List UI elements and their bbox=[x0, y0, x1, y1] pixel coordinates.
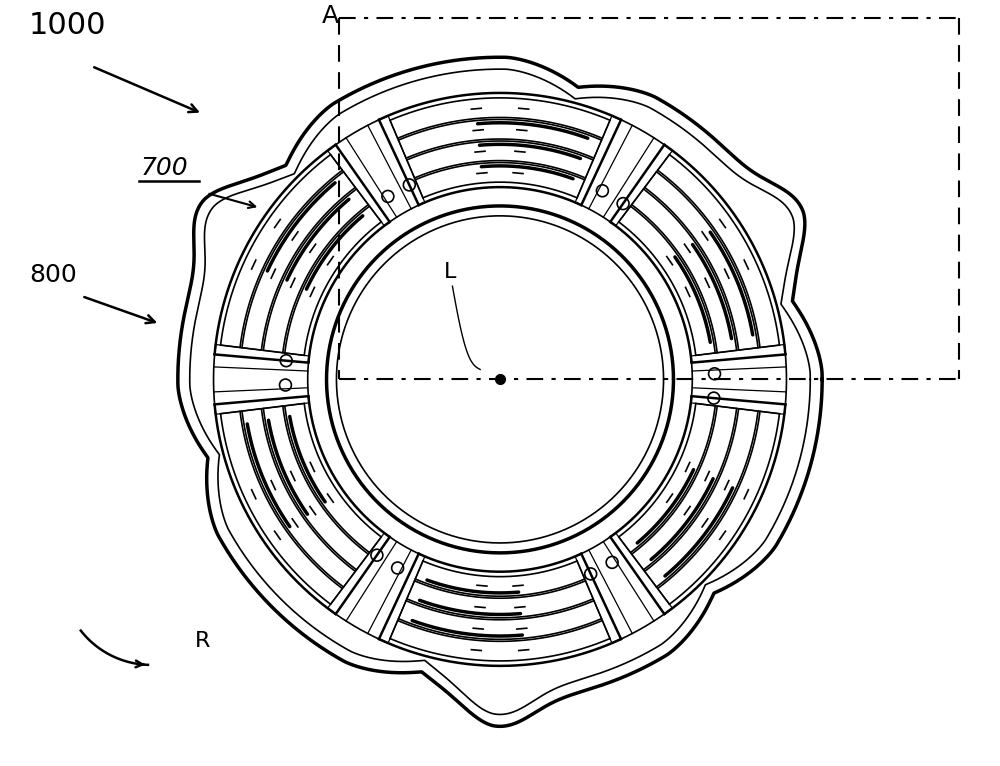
Text: 800: 800 bbox=[29, 264, 77, 287]
Text: R: R bbox=[195, 631, 210, 651]
Text: 700: 700 bbox=[141, 156, 189, 180]
Text: A: A bbox=[322, 4, 339, 28]
Text: L: L bbox=[443, 262, 456, 283]
Text: 1000: 1000 bbox=[29, 11, 107, 41]
